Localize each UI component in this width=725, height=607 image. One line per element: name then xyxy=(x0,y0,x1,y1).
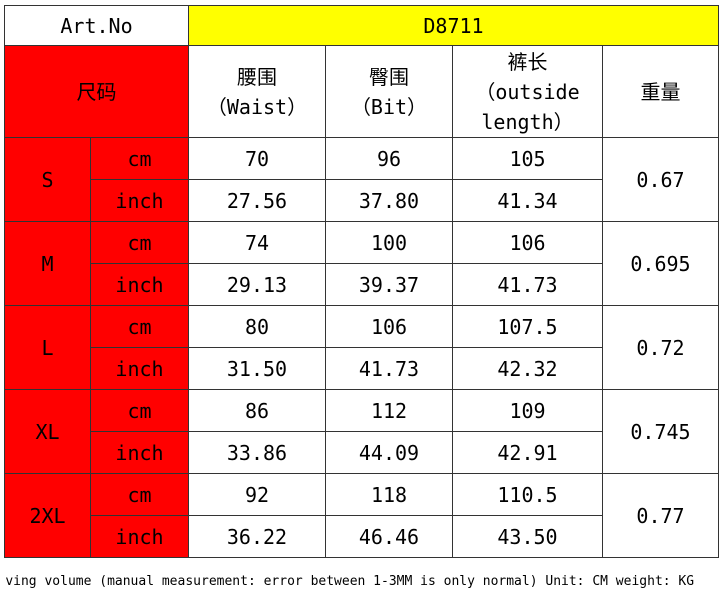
hip-value: 39.37 xyxy=(325,263,453,306)
waist-header-en: （Waist） xyxy=(206,94,308,119)
weight-value: 0.745 xyxy=(602,389,719,474)
weight-value: 0.72 xyxy=(602,305,719,390)
size-name-s: S xyxy=(4,137,91,222)
length-value: 107.5 xyxy=(452,305,603,348)
weight-value: 0.77 xyxy=(602,473,719,558)
waist-value: 86 xyxy=(188,389,326,432)
waist-value: 33.86 xyxy=(188,431,326,474)
waist-value: 80 xyxy=(188,305,326,348)
weight-value: 0.67 xyxy=(602,137,719,222)
unit-label: inch xyxy=(90,263,189,306)
unit-label: cm xyxy=(90,305,189,348)
hip-header-cn: 臀围 xyxy=(369,64,409,89)
length-value: 43.50 xyxy=(452,515,603,558)
size-name-2xl: 2XL xyxy=(4,473,91,558)
length-value: 42.32 xyxy=(452,347,603,390)
waist-value: 74 xyxy=(188,221,326,264)
unit-label: inch xyxy=(90,515,189,558)
waist-value: 70 xyxy=(188,137,326,180)
length-header-en-1: （outside xyxy=(475,79,580,104)
length-header-en-2: length） xyxy=(481,109,574,134)
weight-header: 重量 xyxy=(602,45,719,138)
hip-value: 100 xyxy=(325,221,453,264)
unit-label: inch xyxy=(90,431,189,474)
length-header-cn: 裤长 xyxy=(507,49,548,74)
hip-value: 37.80 xyxy=(325,179,453,222)
length-value: 41.73 xyxy=(452,263,603,306)
waist-value: 29.13 xyxy=(188,263,326,306)
hip-value: 112 xyxy=(325,389,453,432)
hip-header: 臀围 （Bit） xyxy=(325,45,453,138)
measurement-note: aving volume (manual measurement: error … xyxy=(4,557,719,606)
length-header: 裤长 （outside length） xyxy=(452,45,603,138)
hip-value: 46.46 xyxy=(325,515,453,558)
size-header: 尺码 xyxy=(4,45,189,138)
waist-value: 31.50 xyxy=(188,347,326,390)
size-name-m: M xyxy=(4,221,91,306)
hip-value: 41.73 xyxy=(325,347,453,390)
length-value: 105 xyxy=(452,137,603,180)
waist-header-cn: 腰围 xyxy=(237,64,277,89)
unit-label: cm xyxy=(90,389,189,432)
weight-value: 0.695 xyxy=(602,221,719,306)
hip-value: 106 xyxy=(325,305,453,348)
unit-label: cm xyxy=(90,137,189,180)
hip-value: 96 xyxy=(325,137,453,180)
hip-value: 118 xyxy=(325,473,453,516)
length-value: 106 xyxy=(452,221,603,264)
art-no-label: Art.No xyxy=(4,5,189,46)
length-value: 41.34 xyxy=(452,179,603,222)
waist-value: 92 xyxy=(188,473,326,516)
unit-label: cm xyxy=(90,221,189,264)
waist-value: 27.56 xyxy=(188,179,326,222)
waist-value: 36.22 xyxy=(188,515,326,558)
size-name-l: L xyxy=(4,305,91,390)
length-value: 42.91 xyxy=(452,431,603,474)
size-name-xl: XL xyxy=(4,389,91,474)
length-value: 109 xyxy=(452,389,603,432)
hip-value: 44.09 xyxy=(325,431,453,474)
hip-header-en: （Bit） xyxy=(350,94,428,119)
unit-label: inch xyxy=(90,347,189,390)
size-chart-table: Art.No D8711 尺码 腰围 （Waist） 臀围 （Bit） 裤长 （… xyxy=(4,5,719,606)
waist-header: 腰围 （Waist） xyxy=(188,45,326,138)
unit-label: cm xyxy=(90,473,189,516)
art-no-value: D8711 xyxy=(188,5,719,46)
length-value: 110.5 xyxy=(452,473,603,516)
unit-label: inch xyxy=(90,179,189,222)
